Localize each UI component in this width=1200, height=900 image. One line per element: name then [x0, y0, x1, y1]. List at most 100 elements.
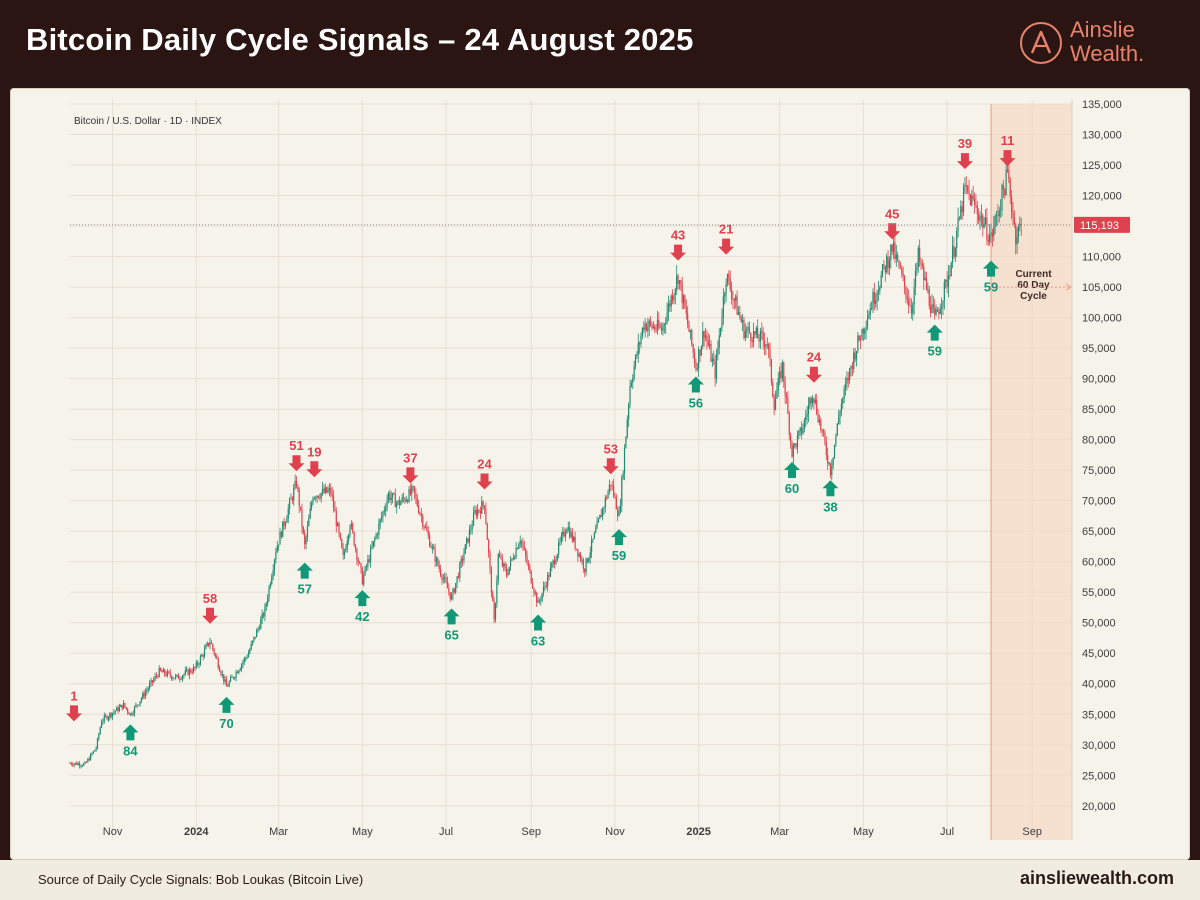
candle-body	[242, 661, 244, 665]
candle-body	[714, 361, 716, 379]
buy-signal-label: 42	[355, 609, 369, 624]
candle-body	[499, 554, 501, 557]
candle-body	[865, 327, 867, 330]
down-arrow-icon	[402, 467, 419, 484]
candle-body	[652, 326, 654, 328]
candle-body	[969, 194, 972, 206]
candle-body	[501, 558, 503, 566]
candle-body	[989, 235, 991, 242]
candle-body	[751, 340, 753, 343]
sell-signal-label: 19	[307, 444, 321, 459]
candle-body	[531, 582, 534, 589]
candle-body	[730, 289, 733, 299]
candle-body	[881, 264, 884, 276]
candle-body	[80, 765, 82, 767]
candle-body	[111, 713, 114, 717]
candle-body	[781, 362, 783, 379]
candle-body	[932, 304, 934, 308]
candle-body	[928, 289, 930, 306]
sell-signal-label: 51	[289, 438, 303, 453]
candle-body	[817, 413, 819, 423]
candle-body	[385, 508, 387, 511]
candle-body	[338, 523, 340, 534]
candle-body	[895, 254, 897, 259]
candle-body	[773, 395, 775, 410]
candle-body	[254, 636, 256, 638]
footer-website-link[interactable]: ainsliewealth.com	[1019, 868, 1174, 888]
cycle-label-line2: 60 Day	[1017, 280, 1050, 291]
candle-body	[161, 670, 163, 673]
candle-body	[763, 340, 766, 347]
candle-body	[1000, 209, 1002, 211]
candle-body	[440, 569, 442, 576]
candle-body	[777, 378, 779, 391]
candle-body	[677, 275, 679, 284]
candle-body	[121, 704, 123, 709]
candle-body	[208, 642, 210, 646]
buy-signal-label: 84	[123, 743, 138, 758]
candle-body	[967, 185, 969, 192]
candle-body	[651, 323, 653, 328]
candle-body	[286, 518, 288, 523]
chart-subtitle: Bitcoin / U.S. Dollar · 1D · INDEX	[74, 116, 222, 127]
candle-body	[460, 558, 462, 564]
candle-body	[485, 508, 487, 524]
candle-body	[692, 344, 694, 353]
candle-body	[835, 435, 837, 445]
candle-body	[625, 436, 627, 449]
candle-body	[892, 242, 895, 252]
candle-body	[737, 312, 740, 315]
candle-body	[805, 416, 807, 420]
y-tick-label: 85,000	[1082, 404, 1116, 416]
candle-body	[945, 279, 947, 282]
candle-body	[146, 690, 148, 692]
candle-body	[412, 486, 414, 488]
candle-body	[540, 599, 542, 601]
sell-signal-label: 1	[70, 688, 77, 703]
candle-body	[648, 320, 650, 327]
candle-body	[227, 686, 229, 687]
candle-body	[116, 707, 118, 712]
candle-body	[306, 526, 309, 538]
candle-body	[921, 263, 923, 267]
candle-body	[269, 584, 271, 587]
candle-body	[294, 480, 296, 489]
candle-body	[194, 667, 196, 668]
candle-body	[157, 676, 159, 677]
candle-body	[1017, 226, 1020, 237]
candle-body	[916, 266, 918, 271]
candle-body	[783, 362, 785, 382]
candle-body	[759, 330, 762, 342]
candle-body	[831, 465, 833, 476]
candle-body	[326, 487, 328, 493]
candle-body	[548, 574, 550, 577]
candle-body	[612, 485, 615, 496]
candle-body	[382, 511, 384, 517]
candle-body	[158, 667, 160, 677]
candle-body	[711, 358, 713, 362]
candle-body	[359, 562, 361, 564]
candle-body	[224, 679, 226, 682]
candle-body	[165, 674, 167, 676]
candle-body	[861, 328, 863, 341]
up-arrow-icon	[783, 461, 800, 478]
candle-body	[256, 629, 258, 638]
candle-body	[140, 698, 142, 702]
candle-body	[515, 548, 517, 558]
candle-body	[479, 510, 482, 514]
candle-body	[219, 667, 221, 672]
candle-body	[772, 382, 774, 396]
candle-body	[228, 681, 230, 687]
candle-body	[578, 554, 580, 557]
buy-signal-label: 65	[444, 627, 458, 642]
candle-body	[754, 331, 756, 335]
candle-body	[131, 713, 133, 715]
candle-body	[791, 441, 793, 457]
candle-body	[173, 677, 175, 679]
candle-body	[946, 279, 948, 288]
candle-body	[998, 210, 1000, 217]
candle-body	[890, 244, 892, 261]
candle-body	[423, 526, 425, 528]
candle-body	[449, 592, 451, 600]
candle-body	[607, 491, 609, 499]
